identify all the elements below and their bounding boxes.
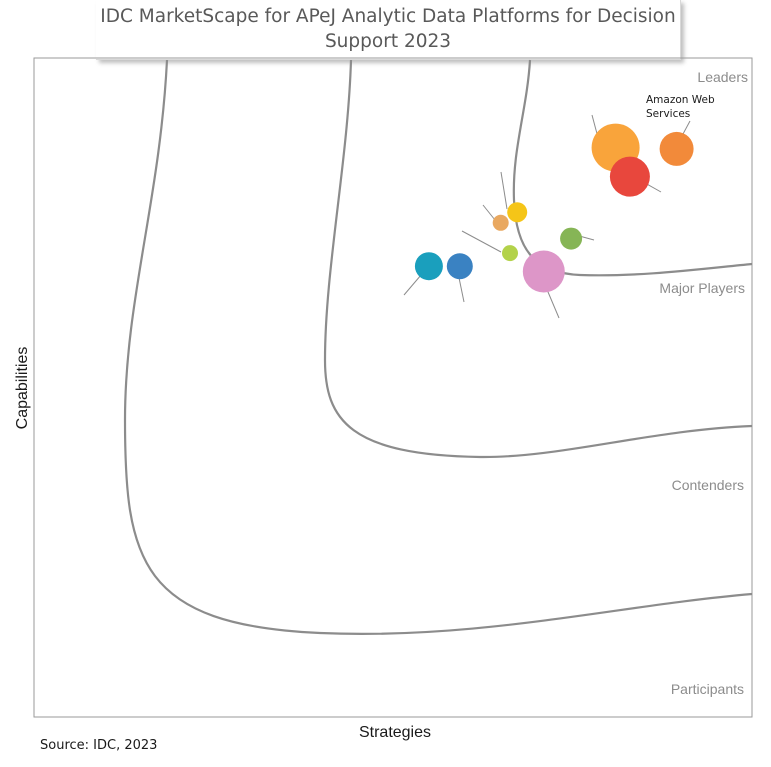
vendor-bubble-3 — [609, 156, 650, 197]
chart-title: IDC MarketScape for APeJ Analytic Data P… — [96, 0, 681, 60]
x-axis-label: Strategies — [359, 724, 431, 741]
vendor-bubble-5 — [492, 214, 509, 231]
vendor-bubble-2 — [659, 131, 694, 166]
bubbles — [414, 123, 694, 293]
zone-label-major-players: Major Players — [659, 280, 745, 296]
zone-label-leaders: Leaders — [697, 69, 748, 85]
vendor-bubble-8 — [414, 252, 443, 281]
zone-label-participants: Participants — [671, 681, 744, 697]
vendor-label-aws-line1: Amazon Web — [646, 94, 715, 106]
vendor-bubble-4 — [507, 202, 528, 223]
y-axis-label: Capabilities — [14, 347, 31, 430]
zone-label-contenders: Contenders — [672, 477, 744, 493]
vendor-label-aws: Amazon Web Services — [646, 94, 718, 120]
vendor-bubble-7 — [502, 245, 518, 262]
boundary-contenders — [323, 59, 753, 459]
leader-line — [461, 230, 502, 253]
leader-line — [482, 204, 496, 221]
plot-area — [33, 57, 753, 718]
leader-line — [500, 171, 508, 210]
vendor-bubble-6 — [560, 227, 583, 250]
chart-title-text: IDC MarketScape for APeJ Analytic Data P… — [100, 6, 676, 52]
vendor-label-aws-line2: Services — [646, 108, 690, 120]
boundary-participants — [123, 59, 753, 636]
vendor-bubble-10 — [522, 250, 565, 293]
vendor-bubble-9 — [446, 253, 473, 280]
source-note: Source: IDC, 2023 — [40, 738, 158, 753]
